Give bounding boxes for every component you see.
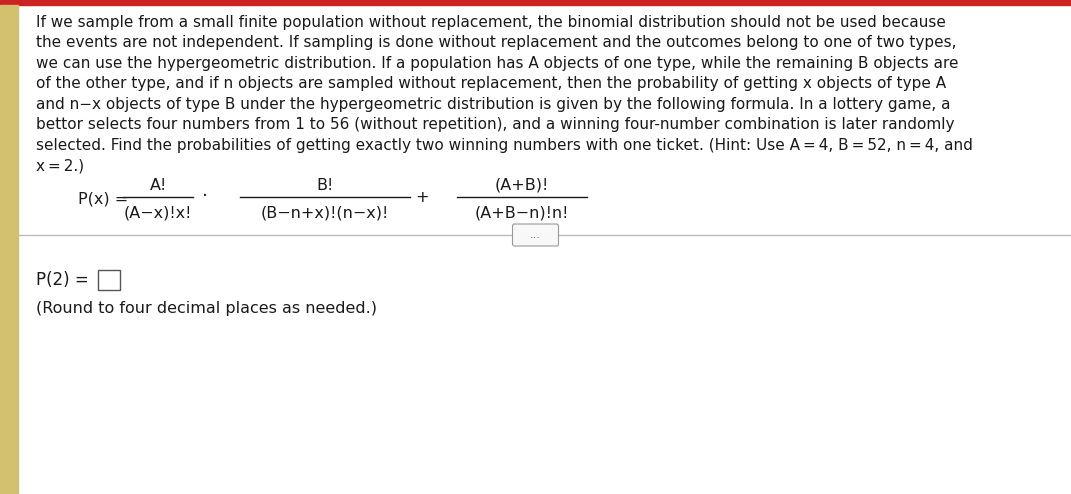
Text: of the other type, and if n objects are sampled without replacement, then the pr: of the other type, and if n objects are … [36,77,946,91]
Text: (Round to four decimal places as needed.): (Round to four decimal places as needed.… [36,300,377,316]
Text: the events are not independent. If sampling is done without replacement and the : the events are not independent. If sampl… [36,36,956,50]
Text: bettor selects four numbers from 1 to 56 (without repetition), and a winning fou: bettor selects four numbers from 1 to 56… [36,118,954,132]
Text: +: + [416,190,428,205]
Bar [18,237,1071,494]
Bar [0,0,1071,5]
Text: (A+B−n)!n!: (A+B−n)!n! [474,206,569,220]
Text: ·: · [202,188,208,206]
Text: (A+B)!: (A+B)! [495,177,549,193]
FancyBboxPatch shape [513,224,558,246]
Text: (A−x)!x!: (A−x)!x! [124,206,192,220]
Text: we can use the hypergeometric distribution. If a population has A objects of one: we can use the hypergeometric distributi… [36,56,959,71]
Bar [0,5,18,494]
Text: P(2) =: P(2) = [36,271,89,289]
Text: ...: ... [530,230,541,240]
Text: P(x) =: P(x) = [78,192,129,206]
Text: x = 2.): x = 2.) [36,159,85,173]
Text: If we sample from a small finite population without replacement, the binomial di: If we sample from a small finite populat… [36,15,946,30]
Text: (B−n+x)!(n−x)!: (B−n+x)!(n−x)! [261,206,389,220]
Text: B!: B! [316,177,334,193]
Text: selected. Find the probabilities of getting exactly two winning numbers with one: selected. Find the probabilities of gett… [36,138,972,153]
Text: A!: A! [149,177,167,193]
Text: and n−x objects of type B under the hypergeometric distribution is given by the : and n−x objects of type B under the hype… [36,97,950,112]
Bar [99,270,120,290]
